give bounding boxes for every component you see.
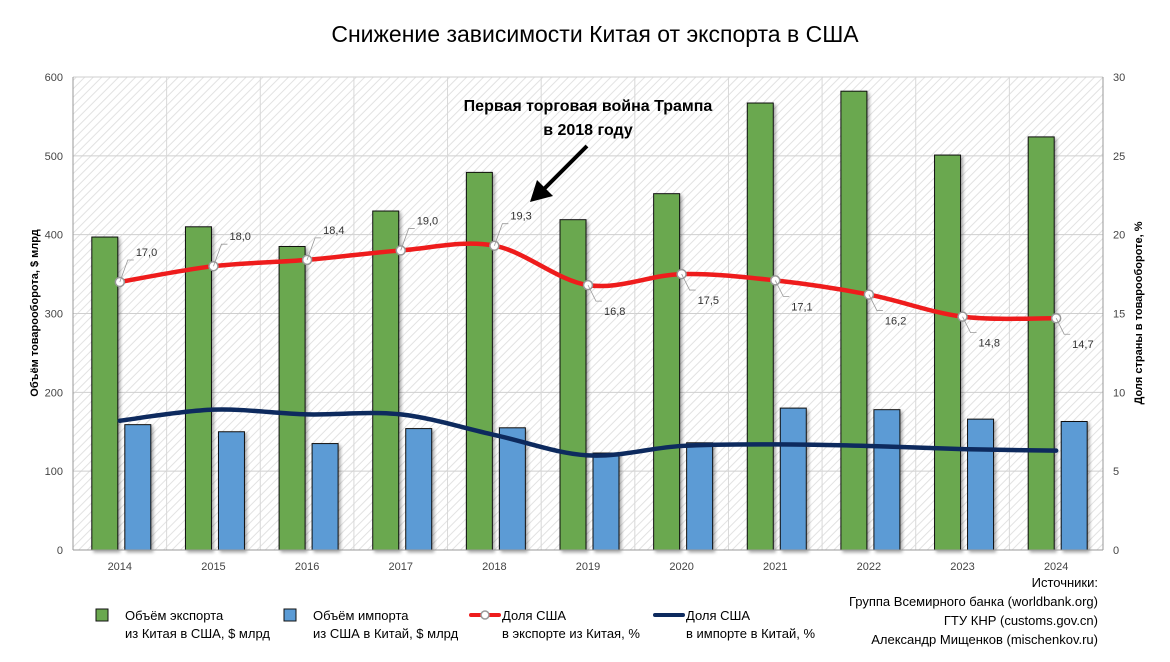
- export-bar: [372, 210, 400, 551]
- data-label-leader: [774, 280, 790, 297]
- legend-label: в экспорте из Китая, %: [502, 626, 640, 641]
- y-right-label: Доля страны в товарообороте, %: [1133, 221, 1145, 404]
- data-label-leader: [493, 223, 509, 246]
- import-bar: [592, 452, 620, 551]
- y-right-tick-label: 10: [1113, 387, 1125, 399]
- x-tick-label: 2024: [1044, 561, 1068, 573]
- sources-heading: Источники:: [1032, 575, 1098, 590]
- y-right-tick-label: 15: [1113, 309, 1125, 321]
- legend-label: в импорте в Китай, %: [686, 626, 815, 641]
- y-right-tick-label: 0: [1113, 545, 1119, 557]
- data-label-leader: [1055, 318, 1071, 335]
- legend-swatch-marker: [480, 610, 490, 620]
- legend-swatch: [283, 608, 297, 622]
- y-left-tick-label: 600: [45, 72, 63, 84]
- y-right-tick-label: 30: [1113, 72, 1125, 84]
- legend-label: Доля США: [502, 608, 566, 623]
- x-tick-label: 2021: [763, 561, 787, 573]
- data-label: 17,0: [136, 247, 157, 259]
- chart-title: Снижение зависимости Китая от экспорта в…: [331, 21, 859, 47]
- y-right-tick-label: 20: [1113, 230, 1125, 242]
- y-left-tick-label: 100: [45, 466, 63, 478]
- y-left-label: Объём товарооборота, $ млрд: [29, 229, 41, 396]
- x-tick-label: 2023: [950, 561, 974, 573]
- export-bar: [746, 102, 774, 551]
- import-share-line: [117, 407, 1059, 458]
- data-label-leader: [213, 243, 228, 267]
- y-left-tick-label: 0: [57, 545, 63, 557]
- import-bar: [498, 427, 526, 551]
- x-tick-label: 2022: [857, 561, 881, 573]
- y-right-tick-label: 25: [1113, 151, 1125, 163]
- source-item: ГТУ КНР (customs.gov.cn): [944, 613, 1098, 628]
- data-label: 14,8: [979, 338, 1000, 350]
- annotation-arrow-shaft: [541, 144, 589, 192]
- data-label-leader: [119, 259, 134, 283]
- import-bar: [779, 407, 807, 551]
- export-bar: [278, 245, 306, 551]
- legend-label: из Китая в США, $ млрд: [125, 626, 270, 641]
- y-left-tick-label: 300: [45, 309, 63, 321]
- data-label: 16,2: [885, 316, 906, 328]
- export-bar: [184, 226, 212, 551]
- export-bar: [91, 236, 119, 551]
- import-bar: [1060, 421, 1088, 551]
- data-label: 17,5: [698, 295, 719, 307]
- legend-label: Доля США: [686, 608, 750, 623]
- y-left-tick-label: 500: [45, 151, 63, 163]
- annotation-arrowhead: [530, 180, 553, 202]
- data-label-leader: [681, 273, 696, 291]
- data-label-leader: [868, 294, 883, 311]
- x-tick-label: 2018: [482, 561, 506, 573]
- import-bar: [405, 428, 433, 551]
- axes: 0 100 200 300 400 500 600 0 5 10 15 20 25 30 2014 2015 2…: [45, 72, 1126, 573]
- data-label-leader: [400, 228, 415, 251]
- export-bar: [559, 219, 587, 551]
- x-tick-label: 2014: [108, 561, 132, 573]
- x-tick-label: 2017: [388, 561, 412, 573]
- data-label: 14,7: [1072, 339, 1093, 351]
- annotation-text: в 2018 году: [543, 122, 633, 139]
- import-bar: [873, 409, 901, 551]
- legend-swatch: [95, 608, 109, 622]
- import-bar: [124, 424, 152, 551]
- annotation-text: Первая торговая война Трампа: [464, 98, 713, 115]
- data-label-leader: [306, 237, 322, 261]
- data-label: 16,8: [604, 306, 625, 318]
- data-label: 18,0: [229, 231, 250, 243]
- import-bar: [686, 442, 714, 551]
- data-label: 18,4: [323, 225, 344, 237]
- x-tick-label: 2016: [295, 561, 319, 573]
- export-bar: [840, 90, 868, 551]
- lines: 17,0 18,0 18,4 19,0 19,3 16,8 17,5 17,1 16,2 14,8…: [114, 211, 1094, 458]
- annotation: Первая торговая война Трампа в 2018 году: [464, 98, 713, 202]
- legend-label: из США в Китай, $ млрд: [313, 626, 459, 641]
- legend-label: Объём импорта: [313, 608, 409, 623]
- data-label-leader: [962, 316, 977, 334]
- sources: Источники: Группа Всемирного банка (world…: [849, 575, 1098, 647]
- data-label: 19,3: [510, 211, 531, 223]
- x-tick-label: 2020: [669, 561, 693, 573]
- y-right-tick-label: 5: [1113, 466, 1119, 478]
- x-tick-label: 2015: [201, 561, 225, 573]
- source-item: Группа Всемирного банка (worldbank.org): [849, 594, 1098, 609]
- bars: [91, 90, 1088, 551]
- import-bar: [217, 431, 245, 551]
- legend-label: Объём экспорта: [125, 608, 224, 623]
- data-label: 19,0: [417, 215, 438, 227]
- x-tick-label: 2019: [576, 561, 600, 573]
- source-item: Александр Мищенков (mischenkov.ru): [871, 632, 1098, 647]
- data-label: 17,1: [791, 301, 812, 313]
- export-bar: [653, 193, 681, 551]
- import-bar: [967, 418, 995, 551]
- legend: Объём экспорта из Китая в США, $ млрд Объё…: [95, 608, 815, 641]
- data-label-leader: [587, 284, 602, 302]
- export-bar: [934, 154, 962, 551]
- export-bar: [465, 171, 493, 551]
- export-bar: [1027, 136, 1055, 551]
- y-left-tick-label: 200: [45, 387, 63, 399]
- y-left-tick-label: 400: [45, 230, 63, 242]
- import-bar: [311, 443, 339, 551]
